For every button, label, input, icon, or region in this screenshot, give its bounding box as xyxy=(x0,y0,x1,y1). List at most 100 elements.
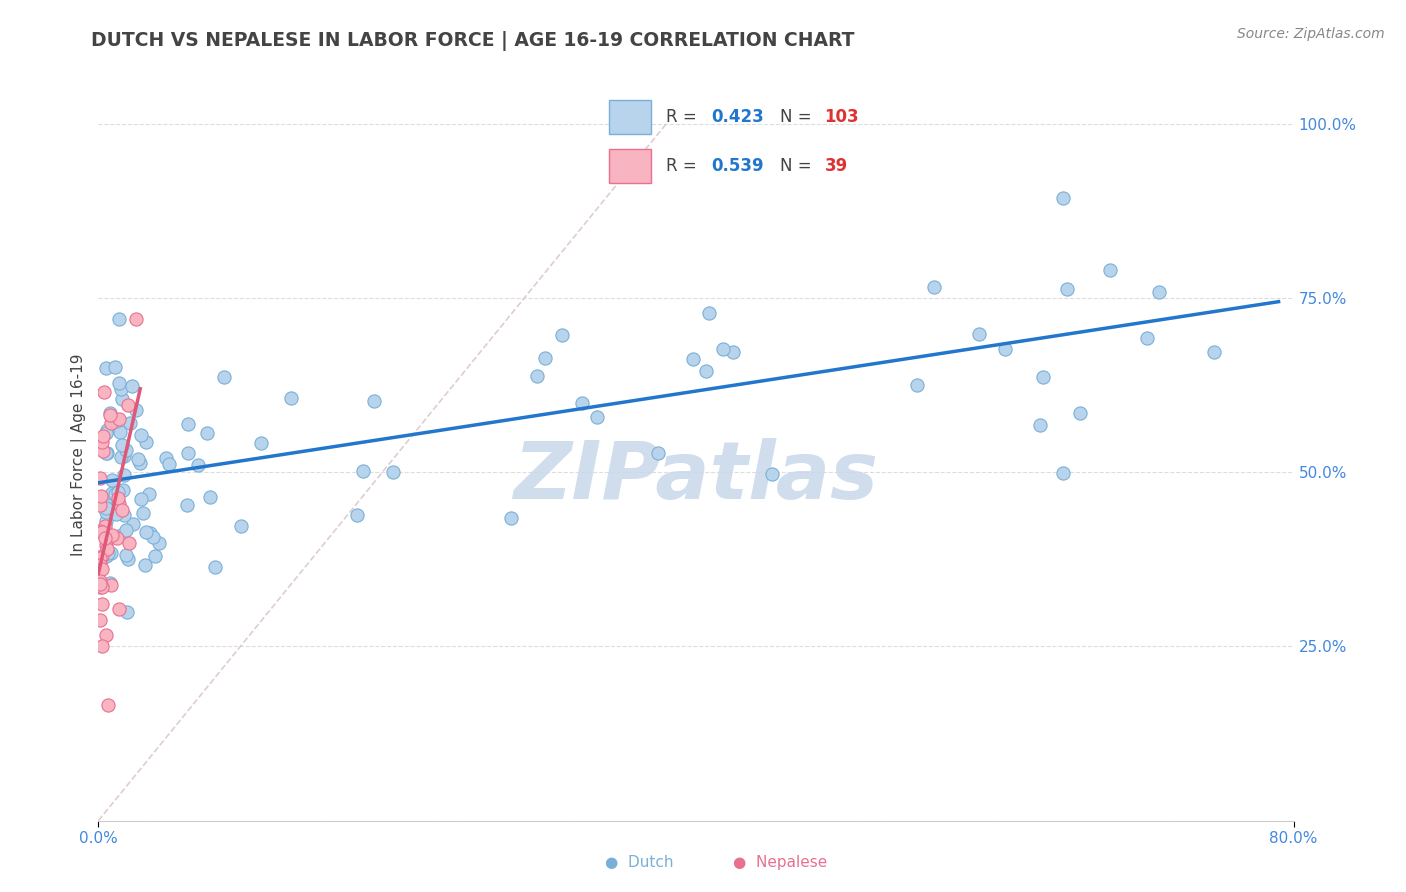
Point xyxy=(110,527,132,541)
Point xyxy=(91,524,114,539)
Point xyxy=(91,597,114,611)
Point xyxy=(132,507,155,521)
Point xyxy=(100,578,122,592)
Point xyxy=(176,499,198,513)
Point xyxy=(1099,262,1122,277)
Point xyxy=(101,527,124,541)
Point xyxy=(534,351,557,365)
Point xyxy=(90,489,112,503)
Point xyxy=(721,345,744,359)
Point xyxy=(90,562,112,576)
Point xyxy=(93,384,115,399)
Point xyxy=(125,403,148,417)
Point xyxy=(89,471,111,485)
Point xyxy=(139,525,162,540)
Point xyxy=(108,376,131,390)
Point xyxy=(1052,467,1074,481)
Point xyxy=(94,505,117,519)
Point xyxy=(127,452,149,467)
Point xyxy=(352,464,374,478)
Point xyxy=(108,602,131,616)
Point xyxy=(94,549,117,563)
Point xyxy=(89,580,111,594)
Point xyxy=(121,379,143,393)
Point xyxy=(250,435,273,450)
Point xyxy=(647,446,669,460)
Point xyxy=(118,536,141,550)
Point xyxy=(94,531,117,545)
Point xyxy=(280,392,302,406)
Point xyxy=(89,558,111,572)
Point xyxy=(97,490,120,504)
Y-axis label: In Labor Force | Age 16-19: In Labor Force | Age 16-19 xyxy=(72,353,87,557)
Point xyxy=(97,698,120,712)
Point xyxy=(94,361,117,376)
Point xyxy=(363,393,385,408)
Point xyxy=(104,507,127,521)
Point xyxy=(101,486,124,500)
Point xyxy=(105,531,128,545)
Point xyxy=(91,444,114,458)
Point xyxy=(117,398,139,412)
Point xyxy=(104,360,127,375)
Point xyxy=(125,312,148,326)
Point xyxy=(148,536,170,550)
Point xyxy=(111,438,134,452)
Point xyxy=(115,442,138,457)
Point xyxy=(107,497,129,511)
Point xyxy=(94,502,117,516)
Point xyxy=(97,546,120,560)
Point xyxy=(105,493,128,508)
Point xyxy=(177,417,200,432)
Point xyxy=(187,458,209,473)
Point xyxy=(212,369,235,384)
Point xyxy=(94,538,117,552)
Point xyxy=(571,395,593,409)
Point xyxy=(94,500,117,515)
Point xyxy=(204,560,226,574)
Point xyxy=(89,524,111,538)
Point xyxy=(94,426,117,441)
Point xyxy=(89,613,111,627)
Point xyxy=(526,368,548,383)
Point xyxy=(89,574,111,589)
Point xyxy=(91,580,114,594)
Point xyxy=(501,511,523,525)
Point xyxy=(195,426,218,441)
Point xyxy=(134,558,156,573)
Point xyxy=(1069,406,1091,420)
Point xyxy=(94,628,117,642)
Point xyxy=(115,524,138,538)
Point xyxy=(107,496,129,510)
Point xyxy=(761,467,783,482)
Point xyxy=(107,491,129,506)
Point xyxy=(177,445,200,459)
Point xyxy=(100,416,122,430)
Point xyxy=(1052,191,1074,205)
Point xyxy=(98,406,121,420)
Point xyxy=(108,425,131,440)
Point xyxy=(104,487,127,501)
Point xyxy=(142,530,165,544)
Point xyxy=(967,326,990,341)
Point xyxy=(89,551,111,566)
Point xyxy=(121,516,143,531)
Point xyxy=(229,519,252,533)
Point xyxy=(104,414,127,428)
Point xyxy=(98,408,121,422)
Point xyxy=(107,484,129,499)
Text: DUTCH VS NEPALESE IN LABOR FORCE | AGE 16-19 CORRELATION CHART: DUTCH VS NEPALESE IN LABOR FORCE | AGE 1… xyxy=(91,31,855,51)
Point xyxy=(905,378,928,392)
Point xyxy=(108,312,131,326)
Point xyxy=(143,549,166,564)
Point xyxy=(131,491,153,506)
Point xyxy=(155,451,177,466)
Point xyxy=(382,465,405,479)
Point xyxy=(1147,285,1170,300)
Point xyxy=(695,364,717,378)
Point xyxy=(922,280,945,294)
Point xyxy=(1202,345,1225,359)
Point xyxy=(89,576,111,591)
Point xyxy=(120,416,142,430)
Point xyxy=(117,605,139,619)
